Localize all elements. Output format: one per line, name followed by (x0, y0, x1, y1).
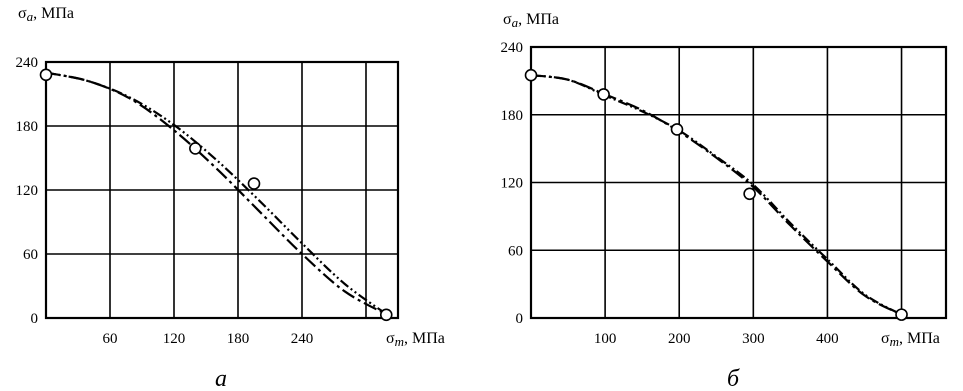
y-tick-label: 120 (501, 176, 524, 192)
y-tick-label: 0 (31, 311, 39, 327)
panel-label: б (727, 366, 740, 391)
x-tick-label: 100 (594, 331, 617, 347)
chart-panel-a: 0 60 120 180 240 60 120 180 240 σa, МПа σm, МПа а (16, 5, 445, 391)
x-tick-label: 200 (668, 331, 691, 347)
plot-frame (44, 60, 400, 320)
y-axis-label: σa, МПа (503, 11, 559, 30)
y-tick-label: 60 (508, 243, 523, 259)
series-line-dash-dot (530, 74, 903, 316)
x-tick-label: 300 (742, 331, 765, 347)
plot-frame (529, 45, 948, 320)
series-line-dash-dot (45, 71, 388, 316)
data-point (524, 68, 538, 82)
x-axis-label: σm, МПа (386, 330, 445, 349)
data-point (895, 308, 908, 321)
series-line-dash-dot-dot (530, 74, 903, 316)
data-point (247, 177, 261, 190)
x-tick-label: 400 (816, 331, 839, 347)
data-point (670, 123, 684, 136)
x-tick-label: 120 (163, 331, 186, 347)
x-tick-label: 60 (103, 331, 118, 347)
data-point (39, 68, 53, 82)
x-tick-label: 240 (291, 331, 314, 347)
y-axis-label: σa, МПа (18, 5, 74, 24)
panel-label: а (215, 366, 227, 391)
y-tick-label: 240 (501, 40, 524, 56)
data-point (189, 142, 202, 155)
x-axis-label: σm, МПа (881, 330, 940, 349)
series-line-dash-dot-dot (45, 71, 388, 316)
x-tick-label: 180 (227, 331, 250, 347)
y-tick-label: 180 (501, 108, 524, 124)
chart-panel-b: 0 60 120 180 240 100 200 300 400 σa, МПа σm, МПа б (501, 11, 948, 391)
data-point (743, 187, 756, 201)
y-tick-label: 180 (16, 119, 39, 135)
data-point (597, 88, 610, 101)
y-tick-label: 0 (516, 311, 524, 327)
data-point (379, 308, 393, 322)
y-tick-label: 120 (16, 183, 39, 199)
y-tick-label: 240 (16, 55, 39, 71)
y-tick-label: 60 (23, 247, 38, 263)
